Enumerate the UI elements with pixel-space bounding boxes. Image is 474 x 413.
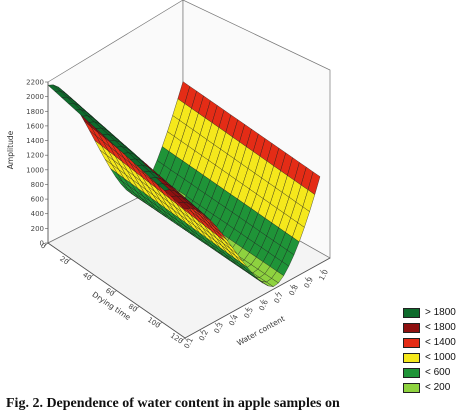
z-tick-label: 1200 — [26, 152, 44, 160]
drying-tick-label: 80 — [127, 302, 139, 314]
water-tick-label: 0.6 — [258, 298, 271, 312]
water-tick-mark — [184, 337, 189, 343]
surface-chart: 2200200018001600140012001000800600400200… — [6, 0, 331, 350]
bottom-edge-width — [184, 257, 331, 339]
z-tick-label: 1800 — [26, 108, 44, 116]
water-tick-mark — [199, 330, 204, 335]
drying-tick-label: 60 — [104, 287, 116, 299]
drying-tick-mark — [66, 258, 72, 263]
legend-item: < 600 — [403, 365, 471, 380]
water-tick-label: 0.8 — [288, 283, 300, 297]
z-tick-label: 800 — [31, 181, 44, 189]
drying-tick-mark — [112, 290, 117, 294]
water-tick-label: 0.3 — [213, 321, 225, 335]
water-tick-mark — [289, 284, 294, 290]
z-axis-label: Amplitude — [6, 130, 15, 169]
legend-swatch — [403, 307, 420, 318]
water-tick-mark — [319, 269, 324, 275]
legend-label: > 1800 — [425, 307, 456, 318]
figure-caption: Fig. 2. Dependence of water content in a… — [6, 396, 340, 411]
legend-label: < 1400 — [425, 337, 456, 348]
surface-cell — [177, 201, 191, 210]
z-tick-label: 0 — [40, 240, 44, 248]
water-tick-label: 0.9 — [303, 276, 315, 290]
legend-item: > 1800 — [403, 305, 471, 320]
axis-ticks: 2200200018001600140012001000800600400200… — [26, 79, 330, 350]
legend-label: < 600 — [425, 367, 451, 378]
z-tick-label: 1400 — [26, 137, 44, 145]
water-tick-label: 0.4 — [228, 313, 241, 327]
legend-item: < 1400 — [403, 335, 471, 350]
drying-tick-mark — [89, 274, 94, 278]
water-tick-label: 0.2 — [198, 329, 210, 343]
z-tick-label: 600 — [31, 196, 44, 204]
water-tick-mark — [259, 300, 264, 305]
drying-tick-label: 20 — [58, 255, 70, 267]
z-tick-label: 2200 — [26, 79, 44, 87]
bottom-edge-depth — [47, 242, 186, 339]
water-tick-label: 1.0 — [318, 268, 330, 282]
legend-swatch — [403, 337, 420, 348]
water-tick-label: 0.7 — [273, 291, 285, 305]
drying-tick-mark — [43, 242, 49, 247]
legend-swatch — [403, 382, 420, 393]
z-tick-label: 1600 — [26, 122, 44, 130]
z-tick-label: 200 — [31, 225, 44, 233]
drying-tick-label: 0 — [39, 242, 47, 251]
water-tick-mark — [304, 277, 309, 282]
z-tick-label: 2000 — [26, 93, 44, 101]
z-tick-label: 400 — [31, 210, 44, 218]
water-tick-mark — [274, 292, 279, 297]
surface-mesh — [47, 81, 321, 287]
width-axis-label: Water content — [235, 314, 286, 348]
water-tick-mark — [229, 315, 234, 320]
legend-swatch — [403, 367, 420, 378]
legend-label: < 200 — [425, 382, 451, 393]
drying-tick-mark — [180, 337, 186, 342]
drying-tick-label: 40 — [81, 271, 93, 283]
legend-swatch — [403, 322, 420, 333]
legend-item: < 1800 — [403, 320, 471, 335]
legend-item: < 200 — [403, 380, 471, 395]
water-tick-mark — [214, 322, 219, 328]
drying-tick-mark — [135, 306, 140, 310]
water-tick-label: 0.5 — [243, 306, 255, 320]
z-tick-label: 1000 — [26, 166, 44, 174]
legend-label: < 1800 — [425, 322, 456, 333]
legend-label: < 1000 — [425, 352, 456, 363]
water-tick-mark — [244, 307, 249, 312]
legend: > 1800 < 1800 < 1400 < 1000 < 600 < 200 — [403, 305, 471, 395]
legend-item: < 1000 — [403, 350, 471, 365]
drying-tick-mark — [157, 321, 163, 326]
legend-swatch — [403, 352, 420, 363]
